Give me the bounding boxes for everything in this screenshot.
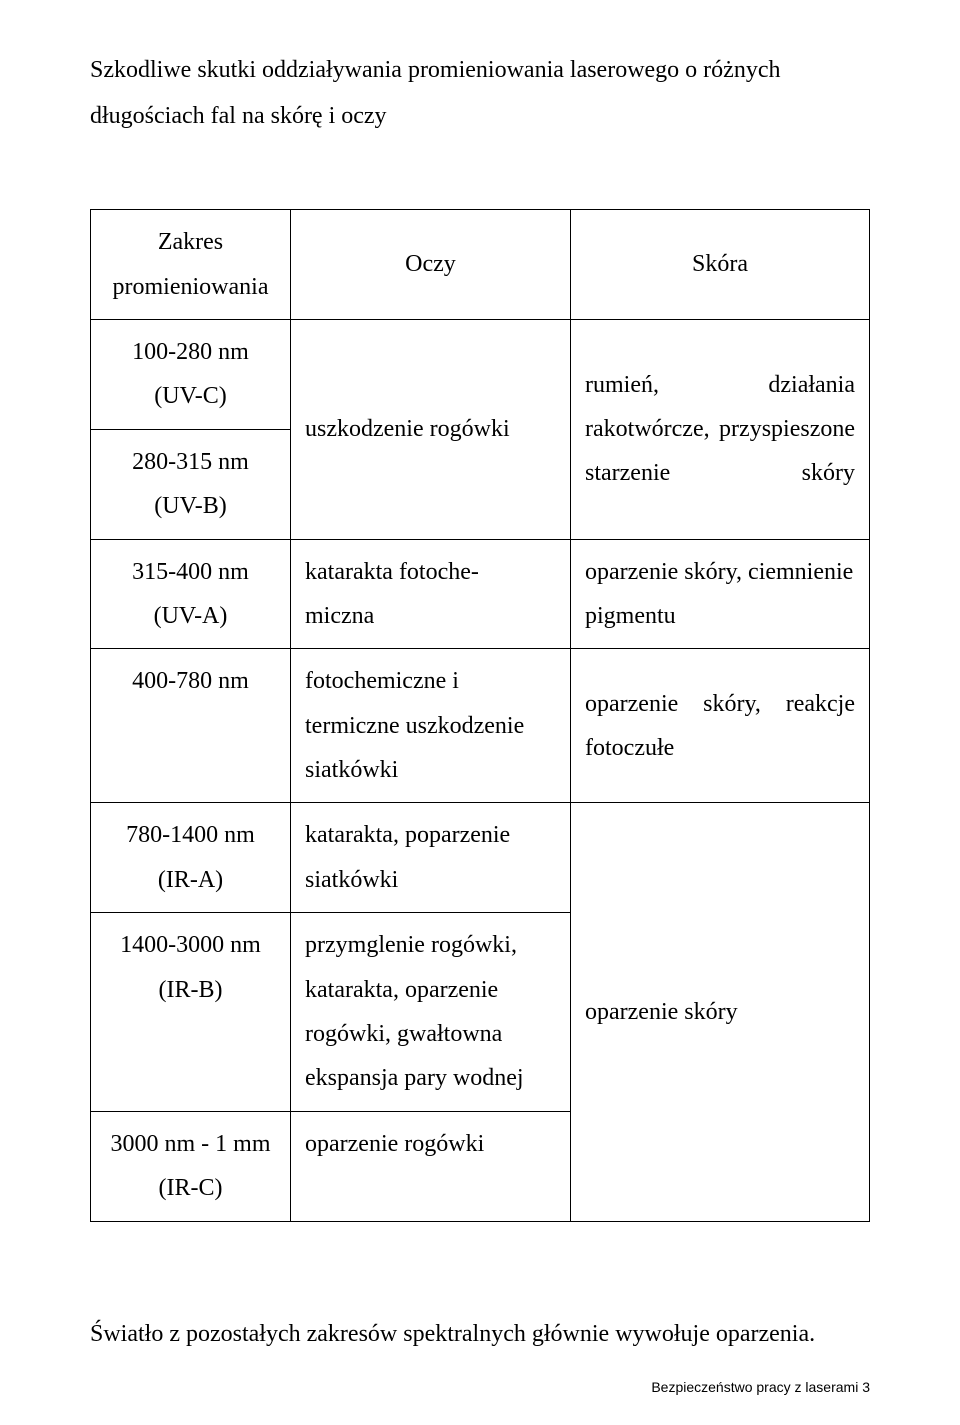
- table-row: 400-780 nm fotochemiczne i termiczne usz…: [91, 649, 870, 803]
- document-heading: Szkodliwe skutki oddziaływania promienio…: [90, 48, 870, 139]
- range-cell-uva: 315-400 nm (UV-A): [91, 539, 291, 649]
- eyes-cell-uv: uszkodzenie rogówki: [291, 319, 571, 539]
- eyes-cell-vis: fotochemiczne i termiczne uszkodzenie si…: [291, 649, 571, 803]
- range-line: (UV-C): [105, 374, 276, 418]
- skin-cell-vis: oparzenie skóry, reakcje fotoczułe: [571, 649, 870, 803]
- range-line: 780-1400 nm: [105, 813, 276, 857]
- page: Szkodliwe skutki oddziaływania promienio…: [0, 0, 960, 1425]
- range-cell-irb: 1400-3000 nm (IR-B): [91, 913, 291, 1112]
- skin-cell-uva: oparzenie skóry, ciemnienie pigmentu: [571, 539, 870, 649]
- range-cell-vis: 400-780 nm: [91, 649, 291, 803]
- range-line: (IR-B): [105, 968, 276, 1012]
- range-cell-ira: 780-1400 nm (IR-A): [91, 803, 291, 913]
- effects-table: Zakres promieniowania Oczy Skóra 100-280…: [90, 209, 870, 1221]
- header-skin: Skóra: [571, 210, 870, 320]
- table-row: 315-400 nm (UV-A) katarakta fotoche- mic…: [91, 539, 870, 649]
- range-cell-uvc: 100-280 nm (UV-C): [91, 319, 291, 429]
- range-line: 1400-3000 nm: [105, 923, 276, 967]
- skin-cell-ir: oparzenie skóry: [571, 803, 870, 1221]
- range-line: (UV-A): [105, 594, 276, 638]
- range-cell-uvb: 280-315 nm (UV-B): [91, 429, 291, 539]
- eyes-cell-irc: oparzenie rogówki: [291, 1111, 571, 1221]
- footnote-text: Światło z pozostałych zakresów spektraln…: [90, 1312, 870, 1358]
- range-line: (IR-A): [105, 858, 276, 902]
- skin-cell-uv: rumień, działania rakotwórcze, przyspies…: [571, 319, 870, 539]
- range-line: 400-780 nm: [105, 659, 276, 703]
- range-line: 280-315 nm: [105, 440, 276, 484]
- table-header-row: Zakres promieniowania Oczy Skóra: [91, 210, 870, 320]
- range-cell-irc: 3000 nm - 1 mm (IR-C): [91, 1111, 291, 1221]
- eyes-cell-ira: katarakta, poparzenie siatkówki: [291, 803, 571, 913]
- range-line: 315-400 nm: [105, 550, 276, 594]
- header-range-text: Zakres promieniowania: [105, 220, 276, 309]
- range-line: 3000 nm - 1 mm: [105, 1122, 276, 1166]
- range-line: (IR-C): [105, 1166, 276, 1210]
- range-line: 100-280 nm: [105, 330, 276, 374]
- table-row: 100-280 nm (UV-C) uszkodzenie rogówki ru…: [91, 319, 870, 429]
- eyes-cell-uva: katarakta fotoche- miczna: [291, 539, 571, 649]
- header-range: Zakres promieniowania: [91, 210, 291, 320]
- range-line: (UV-B): [105, 484, 276, 528]
- eyes-cell-irb: przymglenie rogówki, katarakta, oparzeni…: [291, 913, 571, 1112]
- eyes-line: katarakta fotoche-: [305, 550, 556, 594]
- page-footer: Bezpieczeństwo pracy z laserami 3: [651, 1379, 870, 1395]
- table-row: 780-1400 nm (IR-A) katarakta, poparzenie…: [91, 803, 870, 913]
- eyes-line: miczna: [305, 594, 556, 638]
- header-eyes: Oczy: [291, 210, 571, 320]
